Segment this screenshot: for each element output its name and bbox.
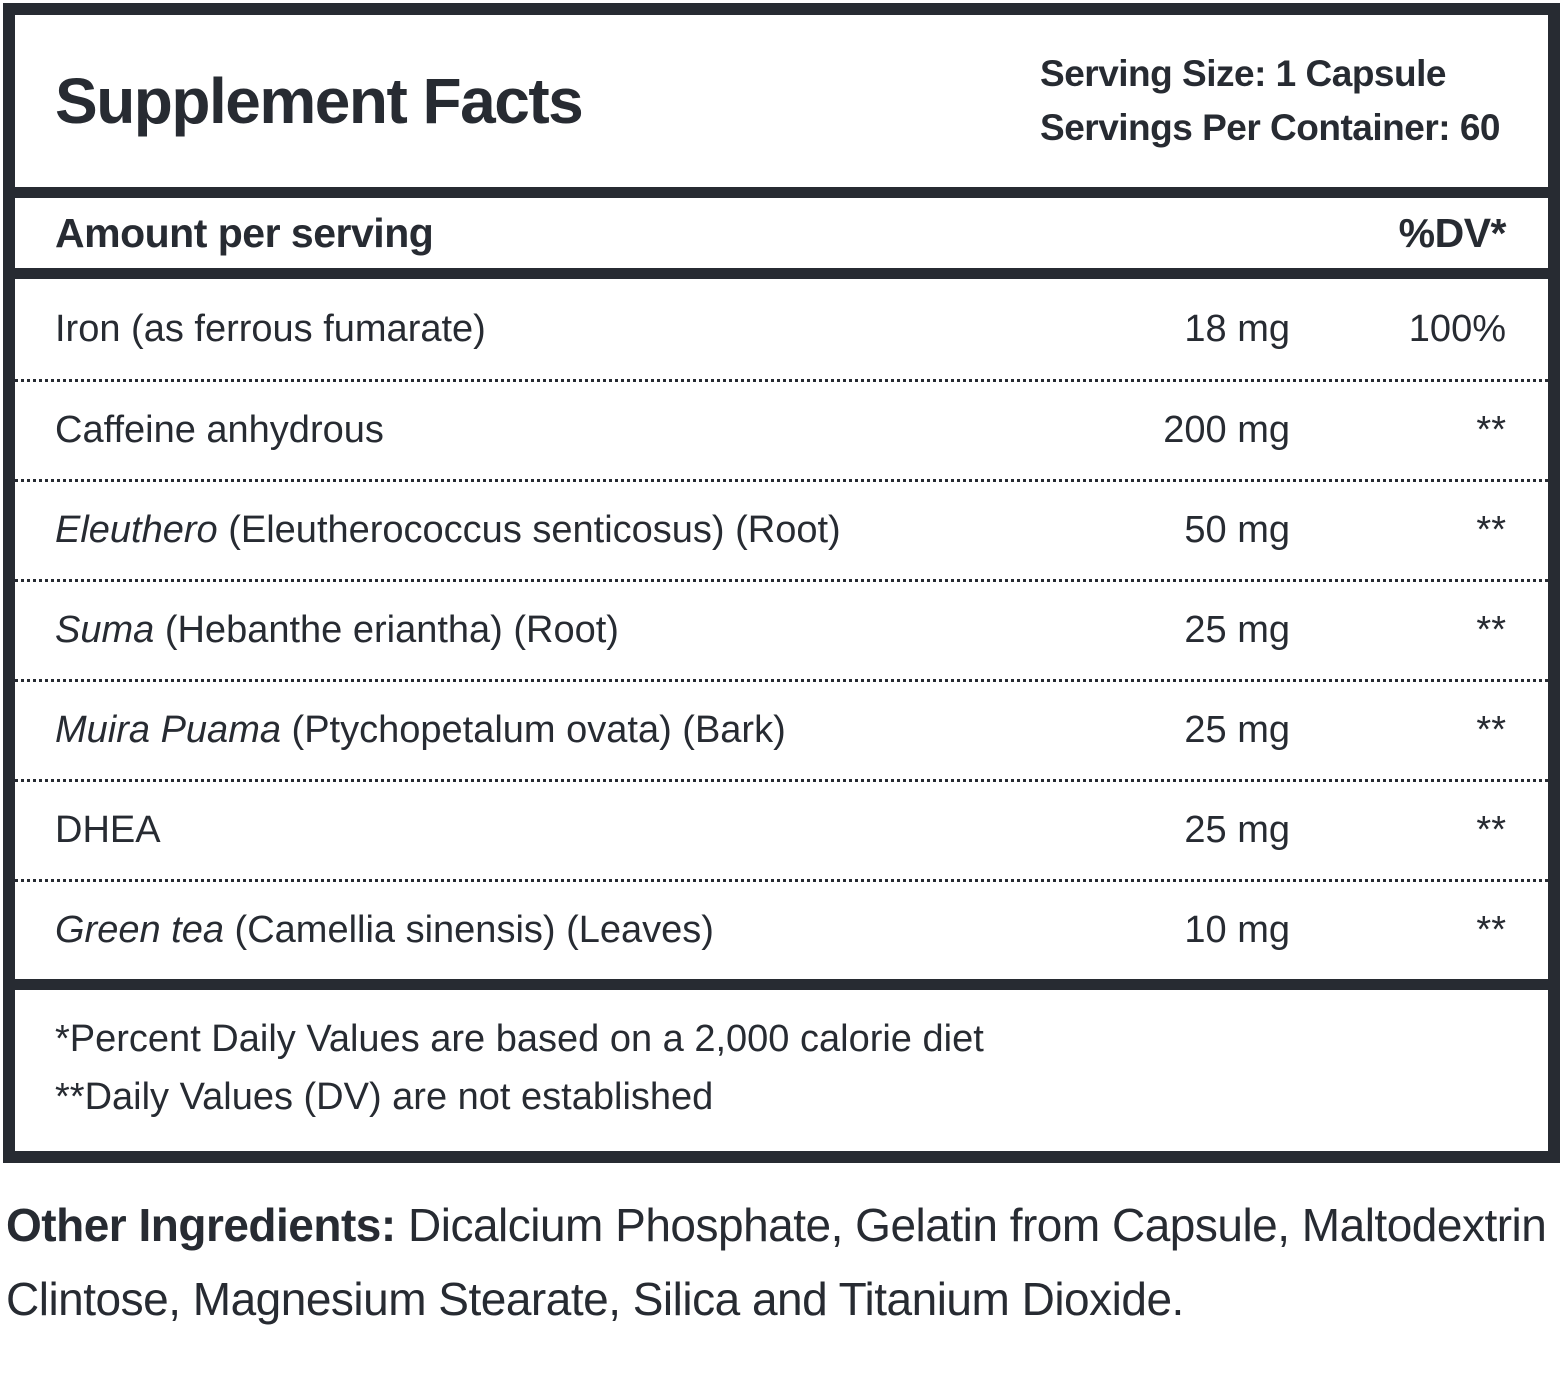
table-row: Muira Puama (Ptychopetalum ovata) (Bark)… (15, 679, 1548, 779)
ingredient-amount: 18 mg (1184, 307, 1290, 350)
column-header-amount: Amount per serving (55, 209, 434, 256)
footnote-percent-dv: *Percent Daily Values are based on a 2,0… (55, 1018, 984, 1060)
footnote-dv-not-established: **Daily Values (DV) are not established (55, 1075, 714, 1118)
facts-title: Supplement Facts (55, 65, 584, 137)
ingredient-name: Muira Puama (Ptychopetalum ovata) (Bark) (55, 709, 786, 751)
ingredient-amount: 10 mg (1184, 909, 1290, 951)
table-row: Eleuthero (Eleutherococcus senticosus) (… (15, 479, 1548, 579)
ingredient-amount: 25 mg (1184, 609, 1290, 651)
ingredient-dv: ** (1476, 809, 1506, 851)
ingredient-dv: 100% (1408, 307, 1506, 350)
footnotes: *Percent Daily Values are based on a 2,0… (15, 990, 1548, 1151)
footnotes-divider (15, 979, 1548, 990)
ingredient-amount: 25 mg (1184, 809, 1290, 851)
column-header-dv: %DV* (1398, 209, 1507, 256)
table-row: Suma (Hebanthe eriantha) (Root) 25 mg ** (15, 579, 1548, 679)
facts-header: Supplement Facts Serving Size: 1 Capsule… (15, 15, 1548, 187)
ingredient-name: Caffeine anhydrous (55, 409, 384, 451)
ingredient-dv: ** (1476, 909, 1506, 951)
other-ingredients: Other Ingredients: Dicalcium Phosphate, … (0, 1189, 1562, 1336)
serving-size: Serving Size: 1 Capsule (1040, 53, 1446, 95)
table-row: Green tea (Camellia sinensis) (Leaves) 1… (15, 879, 1548, 979)
table-row: Caffeine anhydrous 200 mg ** (15, 379, 1548, 479)
table-row: DHEA 25 mg ** (15, 779, 1548, 879)
servings-per-container: Servings Per Container: 60 (1040, 107, 1500, 148)
ingredient-name: Eleuthero (Eleutherococcus senticosus) (… (55, 509, 841, 551)
ingredient-rows: Iron (as ferrous fumarate) 18 mg 100% Ca… (15, 279, 1548, 979)
ingredient-amount: 25 mg (1184, 709, 1290, 751)
ingredient-dv: ** (1476, 409, 1506, 451)
ingredient-name: Suma (Hebanthe eriantha) (Root) (55, 609, 619, 651)
ingredient-dv: ** (1476, 509, 1506, 551)
other-ingredients-text: Dicalcium Phosphate, Gelatin from Capsul… (6, 1199, 1547, 1325)
ingredient-name: Iron (as ferrous fumarate) (55, 307, 486, 350)
column-header-divider (15, 268, 1548, 279)
supplement-facts-box: Supplement Facts Serving Size: 1 Capsule… (3, 3, 1560, 1163)
ingredient-dv: ** (1476, 609, 1506, 651)
column-header-row: Amount per serving %DV* (15, 198, 1548, 268)
ingredient-amount: 200 mg (1163, 409, 1290, 451)
ingredient-name: Green tea (Camellia sinensis) (Leaves) (55, 909, 714, 951)
other-ingredients-label: Other Ingredients: (6, 1199, 396, 1251)
table-row: Iron (as ferrous fumarate) 18 mg 100% (15, 279, 1548, 379)
serving-info: Serving Size: 1 Capsule Servings Per Con… (1040, 47, 1500, 154)
header-divider (15, 187, 1548, 198)
ingredient-name: DHEA (55, 809, 161, 851)
ingredient-amount: 50 mg (1184, 509, 1290, 551)
ingredient-dv: ** (1476, 709, 1506, 751)
